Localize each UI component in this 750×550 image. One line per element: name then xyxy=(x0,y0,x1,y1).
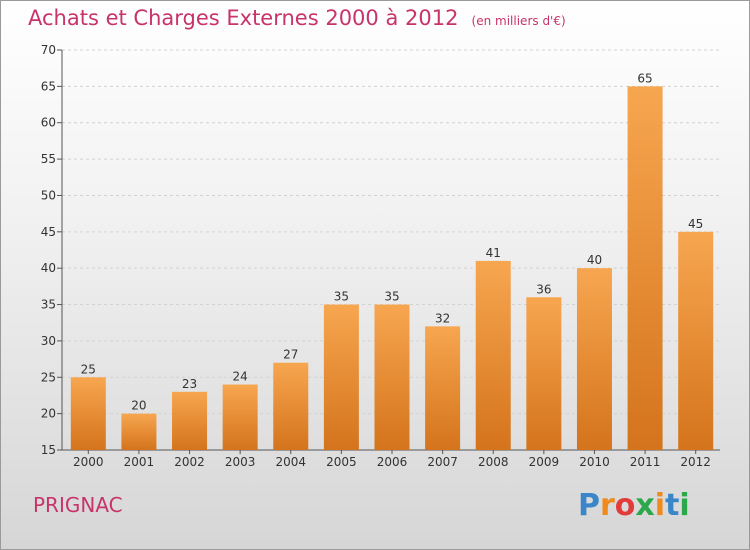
x-tick-label: 2002 xyxy=(174,455,205,469)
bar-value-label: 20 xyxy=(131,399,146,413)
x-tick-label: 2003 xyxy=(225,455,256,469)
y-tick-label: 30 xyxy=(41,334,56,348)
bar-2000 xyxy=(70,377,106,450)
bar-value-label: 23 xyxy=(182,377,197,391)
logo-letter: P xyxy=(578,488,600,523)
x-tick-label: 2006 xyxy=(377,455,408,469)
x-tick-labels: 2000 2001 2002 2003 2004 2005 2006 2007 2008 2009… xyxy=(73,455,711,469)
logo-letter: i xyxy=(654,488,666,523)
bar-2011 xyxy=(627,86,663,450)
logo-letter: r xyxy=(600,488,615,523)
x-tick-label: 2009 xyxy=(529,455,560,469)
bar-2007 xyxy=(425,326,461,450)
bar-2008 xyxy=(475,260,511,450)
proxiti-logo: Proxiti xyxy=(578,488,690,523)
bar-value-label: 25 xyxy=(81,362,96,376)
x-tick-label: 2004 xyxy=(275,455,306,469)
x-tick-label: 2000 xyxy=(73,455,104,469)
commune-name: PRIGNAC xyxy=(33,493,123,517)
bar-2005 xyxy=(323,304,359,450)
chart-title: Achats et Charges Externes 2000 à 2012 xyxy=(28,6,459,30)
x-tick-label: 2005 xyxy=(326,455,357,469)
y-tick-label: 60 xyxy=(41,116,56,130)
bar-value-label: 65 xyxy=(637,71,652,85)
y-tick-label: 35 xyxy=(41,298,56,312)
y-tick-label: 50 xyxy=(41,188,56,202)
logo-letter: o xyxy=(614,488,636,523)
bar-value-label: 35 xyxy=(384,290,399,304)
bar-2001 xyxy=(121,413,157,450)
bar-2009 xyxy=(526,297,562,450)
y-tick-label: 45 xyxy=(41,225,56,239)
x-tick-label: 2008 xyxy=(478,455,509,469)
y-tick-label: 65 xyxy=(41,79,56,93)
y-tick-label: 70 xyxy=(41,43,56,57)
bar-value-label: 36 xyxy=(536,282,551,296)
x-tick-label: 2001 xyxy=(124,455,155,469)
bar-2002 xyxy=(172,391,208,450)
bar-value-labels: 25 20 23 24 27 35 35 32 41 36 40 65 45 xyxy=(81,71,704,412)
logo-letter: x xyxy=(635,488,655,523)
title-block: Achats et Charges Externes 2000 à 2012 (… xyxy=(28,6,566,30)
bar-value-label: 32 xyxy=(435,311,450,325)
x-tick-label: 2007 xyxy=(427,455,458,469)
chart-subtitle: (en milliers d'€) xyxy=(471,14,566,28)
bar-value-label: 45 xyxy=(688,217,703,231)
bar-value-label: 40 xyxy=(587,253,602,267)
x-tick-label: 2011 xyxy=(630,455,661,469)
x-tick-label: 2012 xyxy=(680,455,711,469)
bars xyxy=(70,86,714,450)
bar-value-label: 41 xyxy=(486,246,501,260)
logo-letter: i xyxy=(679,488,690,523)
y-tick-label: 55 xyxy=(41,152,56,166)
x-tick-label: 2010 xyxy=(579,455,610,469)
bar-2003 xyxy=(222,384,258,450)
bar-2006 xyxy=(374,304,410,450)
y-tick-label: 25 xyxy=(41,370,56,384)
bar-value-label: 27 xyxy=(283,348,298,362)
bar-2012 xyxy=(678,231,714,450)
y-tick-labels: 15 20 25 30 35 40 45 50 55 60 65 70 xyxy=(41,43,56,457)
y-tick-label: 20 xyxy=(41,407,56,421)
bar-value-label: 24 xyxy=(233,370,248,384)
bar-2004 xyxy=(273,362,309,450)
y-tick-label: 15 xyxy=(41,443,56,457)
y-tick-label: 40 xyxy=(41,261,56,275)
logo-letter: t xyxy=(665,488,680,523)
bar-value-label: 35 xyxy=(334,290,349,304)
bar-2010 xyxy=(576,268,612,450)
